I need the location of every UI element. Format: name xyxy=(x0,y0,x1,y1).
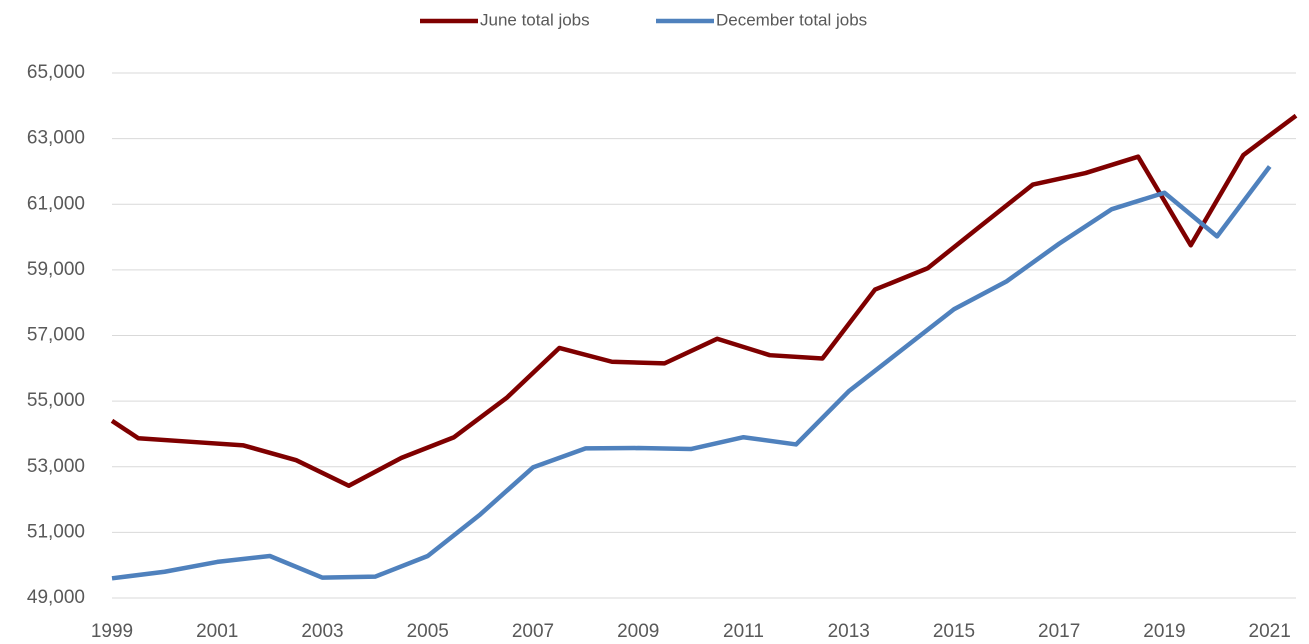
x-tick-label: 2007 xyxy=(512,621,554,642)
x-tick-label: 2013 xyxy=(828,621,870,642)
x-tick-label: 2017 xyxy=(1038,621,1080,642)
legend-label: December total jobs xyxy=(716,10,867,29)
y-tick-label: 53,000 xyxy=(27,456,85,477)
x-tick-label: 2019 xyxy=(1143,621,1185,642)
legend-label: June total jobs xyxy=(480,10,590,29)
y-tick-label: 65,000 xyxy=(27,62,85,83)
y-tick-label: 49,000 xyxy=(27,587,85,608)
line xyxy=(111,165,1272,581)
x-tick-label: 2009 xyxy=(617,621,659,642)
x-tick-label: 1999 xyxy=(91,621,133,642)
y-tick-label: 63,000 xyxy=(27,128,85,149)
x-tick-label: 2005 xyxy=(407,621,449,642)
y-tick-label: 51,000 xyxy=(27,521,85,542)
x-tick-label: 2015 xyxy=(933,621,975,642)
x-tick-label: 2001 xyxy=(196,621,238,642)
y-tick-label: 59,000 xyxy=(27,259,85,280)
y-tick-label: 61,000 xyxy=(27,193,85,214)
x-tick-label: 2021 xyxy=(1249,621,1291,642)
y-tick-label: 55,000 xyxy=(27,390,85,411)
line xyxy=(110,113,1298,489)
x-tick-label: 2011 xyxy=(723,621,764,642)
y-tick-label: 57,000 xyxy=(27,325,85,346)
x-tick-label: 2003 xyxy=(301,621,343,642)
